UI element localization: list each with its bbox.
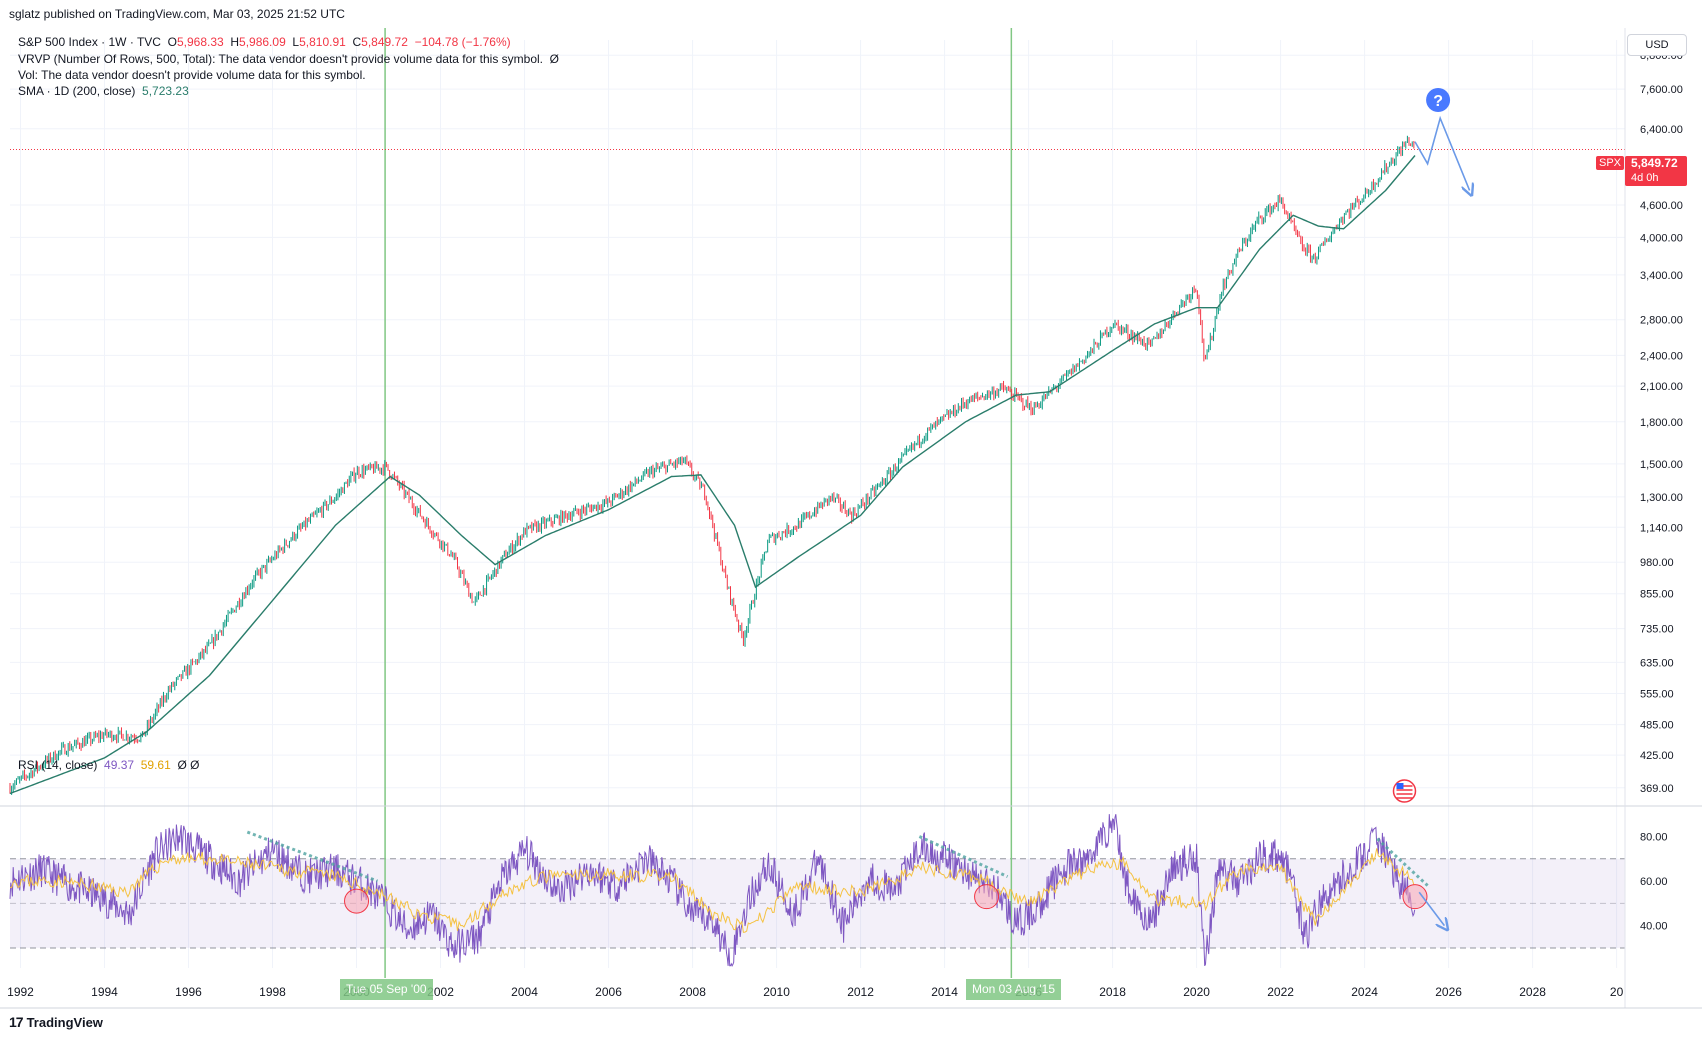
time-tick-label: 2008	[679, 985, 706, 999]
price-tick-label: 485.00	[1640, 720, 1674, 732]
price-tick-label: 635.00	[1640, 657, 1674, 669]
time-tick-label: 2022	[1267, 985, 1294, 999]
price-tick-label: 980.00	[1640, 557, 1674, 569]
marker-date-label-2: Mon 03 Aug '15	[966, 979, 1062, 1000]
rsi-line	[9, 814, 1416, 967]
open-label: O	[167, 35, 177, 49]
close-label: C	[352, 35, 362, 49]
sma-line	[9, 149, 1625, 795]
price-tick-label: 1,800.00	[1640, 417, 1683, 429]
vol-legend[interactable]: Vol: The data vendor doesn't provide vol…	[18, 67, 366, 84]
price-tick-label: 1,500.00	[1640, 459, 1683, 471]
question-mark-glyph: ?	[1433, 93, 1443, 110]
rsi-visibility-icons[interactable]: Ø Ø	[177, 758, 200, 772]
last-price-tag: 5,849.72 4d 0h	[1625, 156, 1687, 186]
low-value: 5,810.91	[299, 35, 346, 49]
sma-legend[interactable]: SMA · 1D (200, close) 5,723.23	[18, 83, 189, 100]
price-tick-label: 555.00	[1640, 689, 1674, 701]
time-tick-label: 1996	[175, 985, 202, 999]
rsi-tick-label: 80.00	[1640, 832, 1668, 844]
sma-label: SMA · 1D (200, close)	[18, 84, 136, 98]
annotations: ?	[246, 87, 1470, 926]
rsi-band	[10, 858, 1625, 949]
marker-date-label-1: Tue 05 Sep '00	[340, 979, 433, 1000]
question-mark-icon	[1426, 87, 1451, 112]
price-tick-label: 6,400.00	[1640, 124, 1683, 136]
change-value: −104.78 (−1.76%)	[414, 35, 511, 49]
open-value: 5,968.33	[176, 35, 224, 49]
rsi-ma-line	[9, 848, 1415, 933]
symbol-legend: S&P 500 Index · 1W · TVC O5,968.33 H5,98…	[18, 34, 511, 51]
time-tick-label: 1994	[91, 985, 118, 999]
grid-lines	[10, 40, 1625, 968]
time-tick-label: 1998	[259, 985, 286, 999]
price-tick-label: 1,300.00	[1640, 492, 1683, 504]
close-value: 5,849.72	[361, 35, 408, 49]
price-tick-label: 855.00	[1640, 589, 1674, 601]
symbol-name: S&P 500 Index · 1W · TVC	[18, 35, 161, 49]
price-tick-label: 1,140.00	[1640, 522, 1683, 534]
rsi-tick-label: 60.00	[1640, 876, 1668, 888]
rsi-tick-label: 40.00	[1640, 921, 1668, 933]
price-tick-label: 2,800.00	[1640, 315, 1683, 327]
price-tick-label: 4,000.00	[1640, 232, 1683, 244]
projected-down-arrow	[1414, 115, 1470, 190]
low-label: L	[292, 35, 300, 49]
circle-marker	[344, 888, 370, 914]
circle-marker	[1402, 884, 1428, 910]
hidden-icon[interactable]: Ø	[549, 52, 560, 66]
price-tick-label: 4,600.00	[1640, 200, 1683, 212]
vrvp-legend[interactable]: VRVP (Number Of Rows, 500, Total): The d…	[18, 51, 559, 68]
rsi-lines	[9, 814, 1416, 967]
price-tick-label: 369.00	[1640, 783, 1674, 795]
time-tick-label: 1992	[7, 985, 34, 999]
time-tick-label: 2028	[1519, 985, 1546, 999]
time-tick-label: 2004	[511, 985, 538, 999]
vol-text: Vol: The data vendor doesn't provide vol…	[18, 68, 366, 82]
time-tick-label: 20	[1610, 985, 1624, 999]
last-price: 5,849.72	[1631, 156, 1678, 170]
currency-button[interactable]: USD	[1627, 34, 1687, 56]
price-tick-label: 735.00	[1640, 624, 1674, 636]
time-tick-label: 2018	[1099, 985, 1126, 999]
time-tick-label: 2002	[427, 985, 454, 999]
divergence-line	[246, 830, 379, 883]
sma-line	[9, 155, 1416, 795]
sma-value: 5,723.23	[142, 84, 189, 98]
time-tick-label: 2014	[931, 985, 958, 999]
price-tick-label: 3,400.00	[1640, 270, 1683, 282]
rsi-ma-value: 59.61	[140, 758, 171, 772]
publish-info: sglatz published on TradingView.com, Mar…	[9, 7, 345, 21]
vertical-markers	[384, 28, 1013, 978]
price-tick-label: 2,100.00	[1640, 381, 1683, 393]
price-candles	[9, 135, 1415, 795]
circle-marker	[974, 884, 1000, 910]
time-tick-label: 2024	[1351, 985, 1378, 999]
brand-name: TradingView	[26, 1014, 103, 1030]
rsi-legend[interactable]: RSI (14, close) 49.37 59.61 Ø Ø	[18, 757, 199, 774]
rsi-value: 49.37	[104, 758, 135, 772]
time-tick-label: 2020	[1183, 985, 1210, 999]
high-value: 5,986.09	[239, 35, 286, 49]
time-tick-label: 2012	[847, 985, 874, 999]
time-tick-label: 2006	[595, 985, 622, 999]
us-flag-canton	[1396, 783, 1404, 789]
time-tick-label: 2026	[1435, 985, 1462, 999]
bar-countdown: 4d 0h	[1631, 172, 1659, 184]
price-tick-label: 425.00	[1640, 750, 1674, 762]
footer-brand[interactable]: 17 TradingView	[9, 1011, 103, 1033]
axes: 8,800.007,600.006,400.004,600.004,000.00…	[0, 28, 1702, 1009]
projected-down-arrow	[1418, 891, 1444, 925]
price-tick-label: 7,600.00	[1640, 84, 1683, 96]
vrvp-text: VRVP (Number Of Rows, 500, Total): The d…	[18, 52, 543, 66]
divergence-line	[918, 835, 1009, 878]
tradingview-logo-icon: 17	[9, 1014, 24, 1030]
symbol-tag: SPX	[1596, 156, 1625, 170]
rsi-label: RSI (14, close)	[18, 758, 98, 772]
publish-header: sglatz published on TradingView.com, Mar…	[0, 0, 1702, 28]
time-tick-label: 2010	[763, 985, 790, 999]
high-label: H	[230, 35, 240, 49]
price-tick-label: 2,400.00	[1640, 350, 1683, 362]
